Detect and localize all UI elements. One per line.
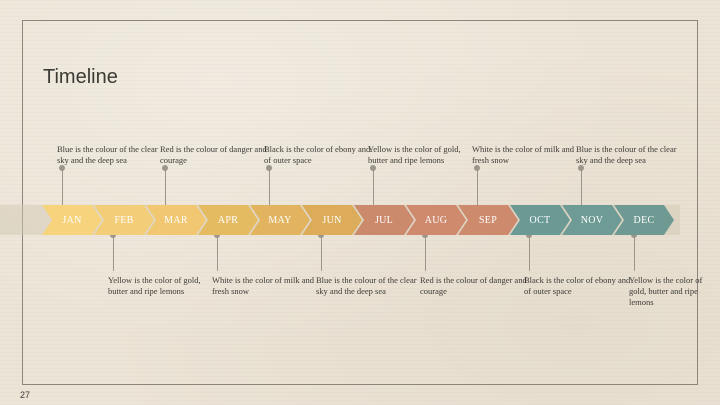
- frame-left-border: [22, 20, 23, 385]
- timeline-pointer-top-dot: [578, 165, 584, 171]
- timeline-pointer-bottom-dot: [422, 232, 428, 238]
- month-chevron-mar: MAR: [146, 205, 206, 235]
- timeline-note-top: Blue is the colour of the clear sky and …: [576, 144, 677, 165]
- month-chevron-jul: JUL: [354, 205, 414, 235]
- timeline-pointer-bottom-dot: [631, 232, 637, 238]
- timeline-pointer-bottom-dot: [214, 232, 220, 238]
- timeline-note-top: Red is the colour of danger and courage: [160, 144, 267, 165]
- timeline-pointer-bottom-dot: [318, 232, 324, 238]
- timeline-pointer-bottom-dot: [110, 232, 116, 238]
- timeline-pointer-bottom-line: [321, 235, 322, 271]
- timeline-note-bottom: Yellow is the color of gold, butter and …: [108, 275, 201, 296]
- timeline-pointer-top-dot: [474, 165, 480, 171]
- timeline-pointer-top-dot: [266, 165, 272, 171]
- timeline-note-top: Black is the color of ebony and of outer…: [264, 144, 371, 165]
- timeline-pointer-top-line: [269, 168, 270, 206]
- page-number: 27: [20, 390, 31, 400]
- timeline-pointer-top-line: [373, 168, 374, 206]
- timeline-note-top: Blue is the colour of the clear sky and …: [57, 144, 158, 165]
- timeline-pointer-bottom-line: [529, 235, 530, 271]
- month-chevron-feb: FEB: [94, 205, 154, 235]
- month-chevron-aug: AUG: [406, 205, 466, 235]
- timeline-note-bottom: White is the color of milk and fresh sno…: [212, 275, 314, 296]
- timeline-pointer-top-line: [62, 168, 63, 206]
- frame-bottom-border: [22, 384, 698, 385]
- month-chevron-nov: NOV: [562, 205, 622, 235]
- month-chevron-apr: APR: [198, 205, 258, 235]
- slide-title: Timeline: [43, 66, 118, 88]
- timeline-pointer-top-line: [581, 168, 582, 206]
- timeline-pointer-bottom-line: [113, 235, 114, 271]
- timeline-pointer-top-dot: [59, 165, 65, 171]
- timeline-pointer-top-line: [165, 168, 166, 206]
- timeline-note-bottom: Yellow is the color of gold, butter and …: [629, 275, 703, 307]
- timeline-note-top: Yellow is the color of gold, butter and …: [368, 144, 461, 165]
- month-chevron-oct: OCT: [510, 205, 570, 235]
- month-chevron-sep: SEP: [458, 205, 518, 235]
- timeline-pointer-bottom-dot: [526, 232, 532, 238]
- timeline-pointer-top-dot: [370, 165, 376, 171]
- timeline-pointer-top-dot: [162, 165, 168, 171]
- timeline-note-bottom: Blue is the colour of the clear sky and …: [316, 275, 417, 296]
- timeline-note-bottom: Red is the colour of danger and courage: [420, 275, 527, 296]
- frame-right-border: [697, 20, 698, 385]
- timeline-pointer-bottom-line: [217, 235, 218, 271]
- month-chevron-jan: JAN: [42, 205, 102, 235]
- timeline-pointer-top-line: [477, 168, 478, 206]
- frame-top-border: [22, 20, 698, 21]
- month-chevron-may: MAY: [250, 205, 310, 235]
- timeline-note-bottom: Black is the color of ebony and of outer…: [524, 275, 631, 296]
- timeline-pointer-bottom-line: [425, 235, 426, 271]
- month-chevron-jun: JUN: [302, 205, 362, 235]
- month-chevron-dec: DEC: [614, 205, 674, 235]
- timeline-note-top: White is the color of milk and fresh sno…: [472, 144, 574, 165]
- timeline-pointer-bottom-line: [634, 235, 635, 271]
